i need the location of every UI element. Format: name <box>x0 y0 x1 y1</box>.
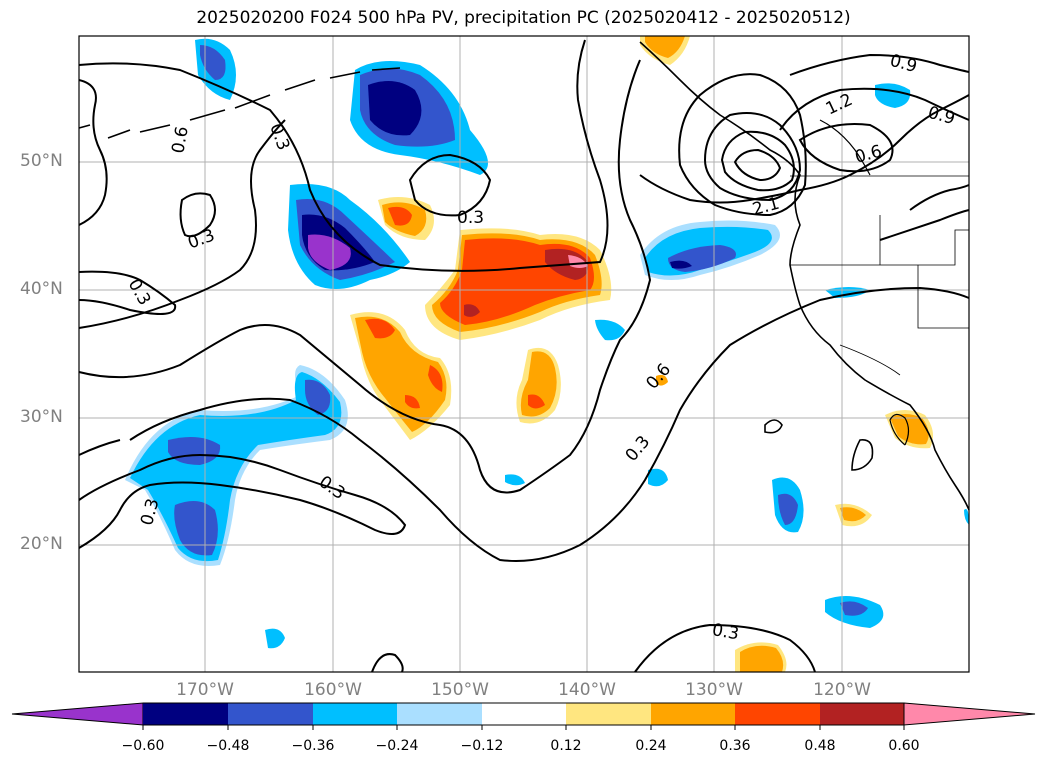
colorbar-tick-label: −0.36 <box>291 738 335 754</box>
contour-label: 0.6 <box>168 125 192 155</box>
lon-label-140w: 140°W <box>558 680 616 700</box>
lat-label-30n: 30°N <box>20 407 63 427</box>
colorbar-tick-label: −0.60 <box>121 738 165 754</box>
lon-label-120w: 120°W <box>813 680 871 700</box>
lat-label-50n: 50°N <box>20 151 63 171</box>
map-title: 2025020200 F024 500 hPa PV, precipitatio… <box>196 8 851 28</box>
lon-label-130w: 130°W <box>685 680 743 700</box>
colorbar-tick-label: −0.12 <box>460 738 504 754</box>
contour-label: 0.3 <box>457 208 484 228</box>
lon-label-150w: 150°W <box>431 680 489 700</box>
colorbar-tick-label: 0.60 <box>888 738 920 754</box>
map-frame <box>78 35 970 673</box>
lon-label-170w: 170°W <box>176 680 234 700</box>
precip-fields <box>125 36 969 672</box>
colorbar-tick-label: 0.12 <box>550 738 582 754</box>
colorbar <box>11 702 1036 730</box>
lat-label-20n: 20°N <box>20 534 63 554</box>
lon-label-160w: 160°W <box>304 680 362 700</box>
colorbar-tick-label: 0.36 <box>719 738 751 754</box>
colorbar-tick-label: 0.48 <box>804 738 836 754</box>
contour-label: 0.3 <box>710 620 740 644</box>
pv-contours <box>78 39 970 673</box>
colorbar-tick-label: 0.24 <box>635 738 667 754</box>
lat-label-40n: 40°N <box>20 279 63 299</box>
colorbar-tick-label: −0.48 <box>206 738 250 754</box>
colorbar-tick-label: −0.24 <box>375 738 419 754</box>
